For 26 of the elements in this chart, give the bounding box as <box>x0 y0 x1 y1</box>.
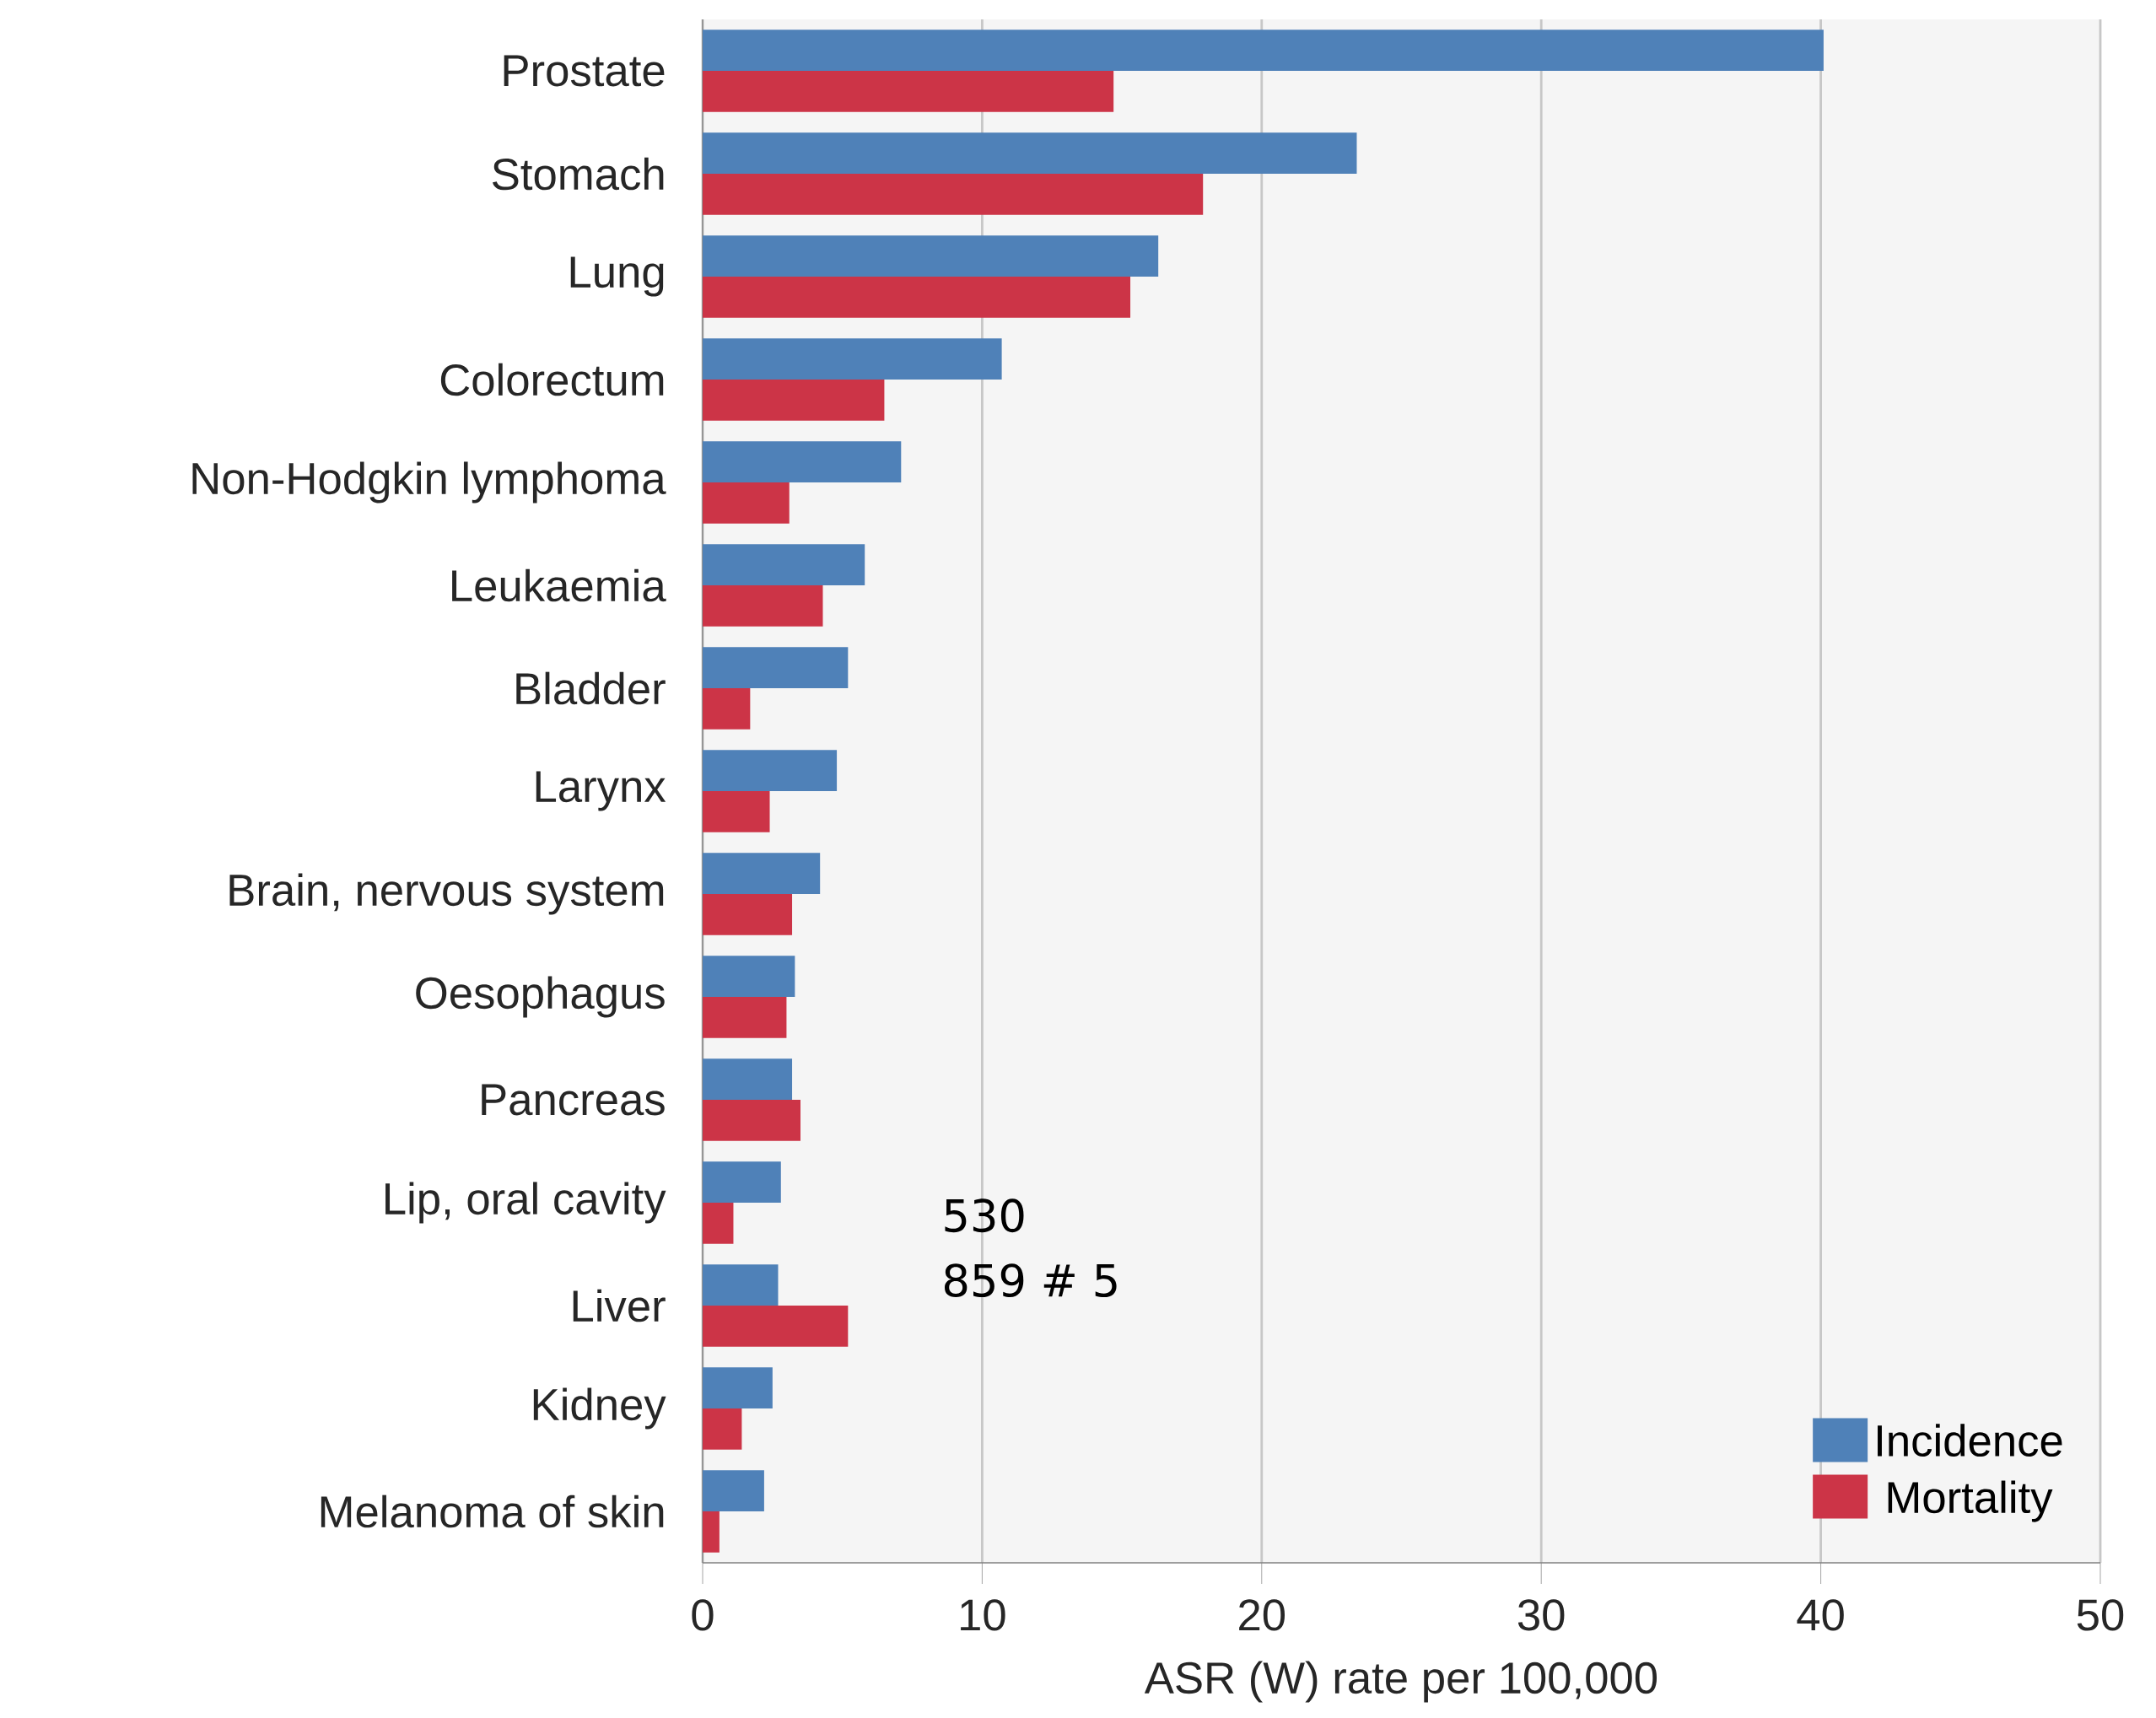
y-tick-label: Larynx <box>536 771 666 811</box>
legend-label: Mortality <box>1888 1480 2053 1522</box>
y-tick-label: Colorectum <box>440 363 664 396</box>
y-tick-label: Lip, oral cavity <box>385 1182 666 1224</box>
x-axis-title: ASR (W) rate per 100,000 <box>1144 1661 1657 1703</box>
y-tick-label: Oesophagus <box>416 976 665 1018</box>
x-tick-label: 50 <box>2077 1599 2124 1631</box>
y-tick-label: Leukaemia <box>452 568 666 602</box>
annotation: 859 # 5 <box>944 1263 1117 1298</box>
legend-label: Incidence <box>1878 1424 2062 1457</box>
y-tick-label: Pancreas <box>482 1084 665 1116</box>
x-tick-label: 20 <box>1239 1599 1286 1631</box>
y-tick-label: Bladder <box>516 671 666 705</box>
x-tick-label: 40 <box>1797 1599 1844 1631</box>
y-tick-label: Kidney <box>533 1387 666 1430</box>
x-tick-label: 0 <box>692 1599 714 1631</box>
x-tick-label: 30 <box>1517 1599 1565 1631</box>
y-tick-label: Liver <box>573 1289 666 1322</box>
y-tick-label: Lung <box>570 256 664 297</box>
x-tick-label: 10 <box>961 1599 1005 1631</box>
y-tick-label: Non-Hodgkin lymphoma <box>192 461 666 504</box>
y-tick-label: Prostate <box>504 55 665 87</box>
annotation: 530 <box>945 1198 1024 1233</box>
y-tick-label: Stomach <box>493 157 664 191</box>
y-tick-label: Melanoma of skin <box>321 1494 664 1528</box>
y-tick-label: Brain, nervous system <box>229 873 664 915</box>
